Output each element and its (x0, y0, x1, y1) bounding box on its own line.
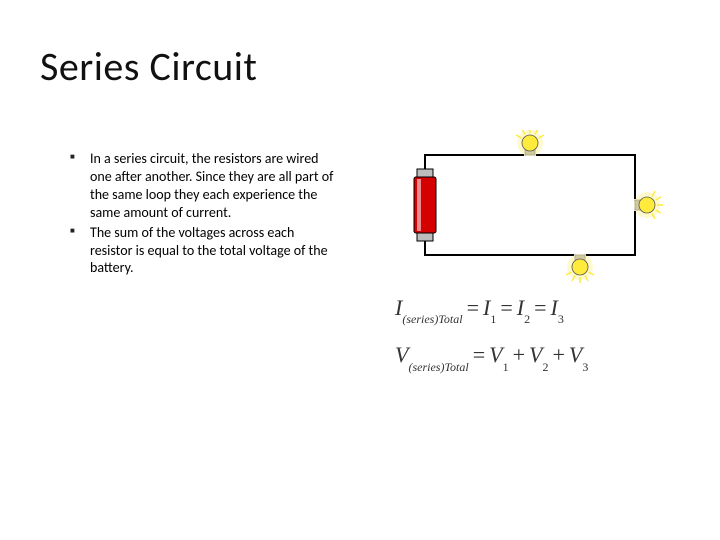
bullet-item: The sum of the voltages across each resi… (70, 224, 335, 278)
bullet-list: In a series circuit, the resistors are w… (70, 150, 335, 277)
slide-title: Series Circuit (40, 42, 257, 91)
bullet-item: In a series circuit, the resistors are w… (70, 150, 335, 222)
equation-voltage: V(series)Total=V1+V2+V3 (395, 342, 695, 371)
circuit-diagram (395, 130, 665, 280)
equations-block: I(series)Total=I1=I2=I3 V(series)Total=V… (395, 295, 695, 390)
equation-current: I(series)Total=I1=I2=I3 (395, 295, 695, 324)
body-text: In a series circuit, the resistors are w… (70, 150, 335, 279)
